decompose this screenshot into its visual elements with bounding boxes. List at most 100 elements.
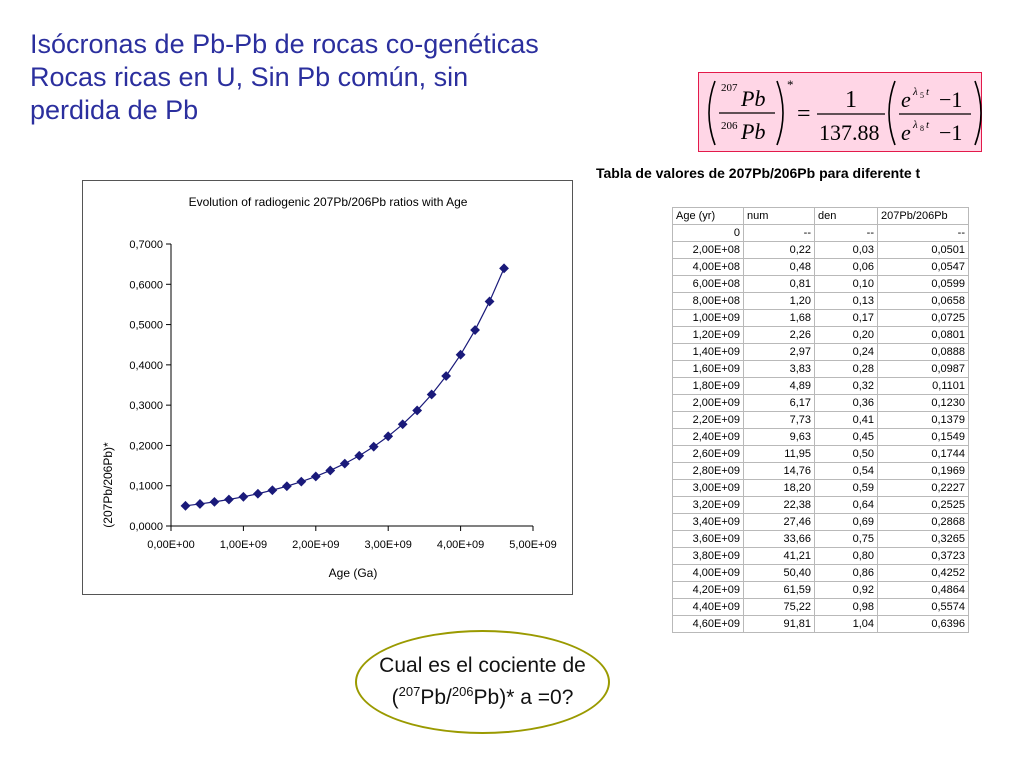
table-cell: 0,3265 xyxy=(877,530,969,548)
table-row: 4,40E+09 75,22 0,98 0,5574 xyxy=(672,598,969,616)
table-cell: 0,5574 xyxy=(877,598,969,616)
table-cell: 2,40E+09 xyxy=(672,428,744,446)
table-cell: 3,40E+09 xyxy=(672,513,744,531)
table-cell: 18,20 xyxy=(743,479,815,497)
table-cell: 0,4864 xyxy=(877,581,969,599)
formula-constant: 137.88 xyxy=(819,120,880,145)
table-cell: 4,20E+09 xyxy=(672,581,744,599)
table-cell: 0,1379 xyxy=(877,411,969,429)
data-point xyxy=(354,450,365,461)
table-cell: 61,59 xyxy=(743,581,815,599)
table-cell: 0,64 xyxy=(814,496,878,514)
formula-one: 1 xyxy=(845,87,857,113)
table-cell: 2,80E+09 xyxy=(672,462,744,480)
table-cell: 6,00E+08 xyxy=(672,275,744,293)
table-row: 6,00E+08 0,81 0,10 0,0599 xyxy=(672,275,969,293)
table-cell: 2,20E+09 xyxy=(672,411,744,429)
table-header-row: Age (yr) num den 207Pb/206Pb xyxy=(672,207,969,225)
formula-minus-one-num: −1 xyxy=(939,87,962,112)
table-cell: 75,22 xyxy=(743,598,815,616)
title-line-2: Rocas ricas en U, Sin Pb común, sin xyxy=(30,62,469,92)
data-point xyxy=(383,431,394,442)
table-row: 1,80E+09 4,89 0,32 0,1101 xyxy=(672,377,969,395)
table-cell: 8,00E+08 xyxy=(672,292,744,310)
table-cell: 1,68 xyxy=(743,309,815,327)
formula-num-sup: 207 xyxy=(721,82,738,94)
table-row: 2,80E+09 14,76 0,54 0,1969 xyxy=(672,462,969,480)
table-cell: 41,21 xyxy=(743,547,815,565)
data-point xyxy=(224,494,234,505)
formula-lambda8-sub: 8 xyxy=(920,124,924,133)
table-cell: 3,20E+09 xyxy=(672,496,744,514)
values-table: Age (yr) num den 207Pb/206Pb 0 -- -- -- 2,00E+08… xyxy=(672,207,969,633)
table-cell: 1,20E+09 xyxy=(672,326,744,344)
table-cell: 4,60E+09 xyxy=(672,615,744,633)
right-paren-open xyxy=(888,80,896,146)
data-point xyxy=(209,496,220,507)
table-cell: 6,17 xyxy=(743,394,815,412)
table-cell: 1,00E+09 xyxy=(672,309,744,327)
table-cell: 4,00E+08 xyxy=(672,258,744,276)
table-cell: 0,2525 xyxy=(877,496,969,514)
table-cell: 0,98 xyxy=(814,598,878,616)
table-cell: 2,26 xyxy=(743,326,815,344)
table-cell: -- xyxy=(743,224,815,242)
y-tick-label: 0,5000 xyxy=(129,320,163,332)
table-cell: 0,2227 xyxy=(877,479,969,497)
question-open-paren: ( xyxy=(391,686,399,709)
data-point xyxy=(195,499,205,509)
table-row: 2,20E+09 7,73 0,41 0,1379 xyxy=(672,411,969,429)
table-cell: 0,4252 xyxy=(877,564,969,582)
table-row: 3,40E+09 27,46 0,69 0,2868 xyxy=(672,513,969,531)
title-line-3: perdida de Pb xyxy=(30,95,199,125)
table-row: 1,60E+09 3,83 0,28 0,0987 xyxy=(672,360,969,378)
table-cell: 2,00E+09 xyxy=(672,394,744,412)
table-cell: 2,00E+08 xyxy=(672,241,744,259)
formula-box: 207 Pb 206 Pb * = 1 137.88 e λ 5 t −1 e … xyxy=(698,72,982,152)
chart-axes: 0,0000 0,1000 0,2000 0,3000 0,4000 0,5000 0,60… xyxy=(129,239,556,551)
series-line xyxy=(185,268,505,507)
data-point xyxy=(296,476,307,487)
table-cell: 0,92 xyxy=(814,581,878,599)
table-cell: 0,50 xyxy=(814,445,878,463)
table-cell: 0,36 xyxy=(814,394,878,412)
table-cell: 0,54 xyxy=(814,462,878,480)
table-cell: 0,86 xyxy=(814,564,878,582)
data-point xyxy=(252,488,263,499)
table-cell: 0,48 xyxy=(743,258,815,276)
table-cell: 1,20 xyxy=(743,292,815,310)
table-row: 0 -- -- -- xyxy=(672,224,969,242)
table-cell: 1,04 xyxy=(814,615,878,633)
table-row: 2,60E+09 11,95 0,50 0,1744 xyxy=(672,445,969,463)
table-cell: 0,0547 xyxy=(877,258,969,276)
question-pb-1: Pb/ xyxy=(420,686,452,709)
y-tick-label: 0,0000 xyxy=(129,521,163,533)
table-cell: 0,1744 xyxy=(877,445,969,463)
table-row: 2,00E+08 0,22 0,03 0,0501 xyxy=(672,241,969,259)
table-row: 4,00E+08 0,48 0,06 0,0547 xyxy=(672,258,969,276)
chart-title: Evolution of radiogenic 207Pb/206Pb rati… xyxy=(189,195,468,209)
table-cell: 0,6396 xyxy=(877,615,969,633)
table-cell: 0,0501 xyxy=(877,241,969,259)
table-caption: Tabla de valores de 207Pb/206Pb para dif… xyxy=(596,165,921,181)
table-header-cell: den xyxy=(814,207,878,225)
table-row: 3,60E+09 33,66 0,75 0,3265 xyxy=(672,530,969,548)
left-paren-open xyxy=(708,80,716,146)
table-cell: 0,59 xyxy=(814,479,878,497)
question-line-2: (207Pb/206Pb)* a =0? xyxy=(392,679,574,711)
formula-t-den: t xyxy=(926,119,930,131)
table-cell: -- xyxy=(814,224,878,242)
table-cell: 0,06 xyxy=(814,258,878,276)
table-cell: 0,0725 xyxy=(877,309,969,327)
data-point xyxy=(484,296,495,307)
right-paren-close xyxy=(974,80,982,146)
table-cell: 0,81 xyxy=(743,275,815,293)
x-tick-label: 0,00E+00 xyxy=(147,539,194,551)
data-point xyxy=(455,349,466,360)
data-point xyxy=(339,458,350,469)
table-cell: 22,38 xyxy=(743,496,815,514)
formula-den-sup: 206 xyxy=(721,120,738,132)
table-cell: 0,0658 xyxy=(877,292,969,310)
table-cell: 0,22 xyxy=(743,241,815,259)
table-cell: 33,66 xyxy=(743,530,815,548)
